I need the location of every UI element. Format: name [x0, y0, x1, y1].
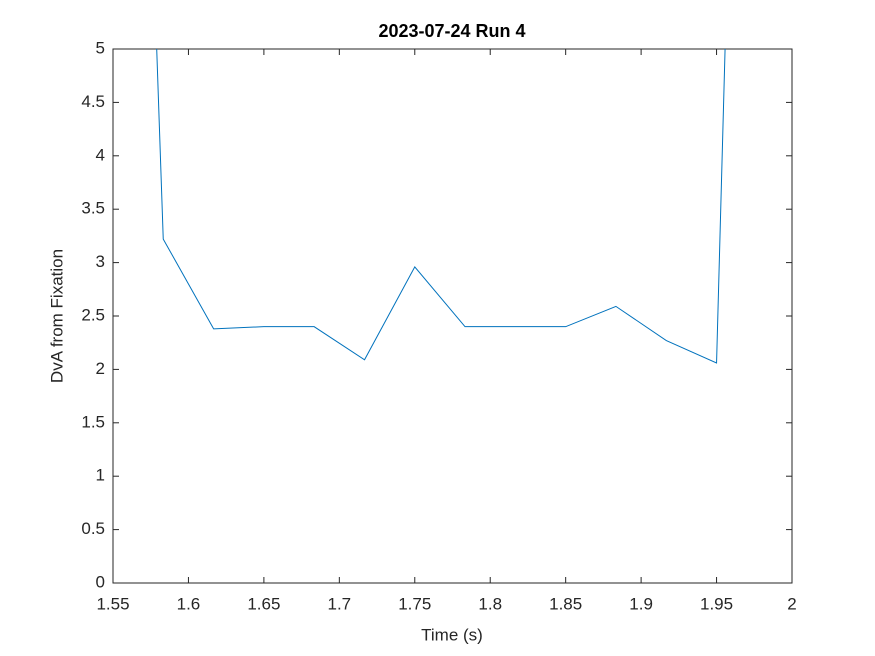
y-tick-label: 0.5	[81, 519, 105, 538]
y-tick-label: 5	[96, 38, 105, 57]
y-tick-label: 4.5	[81, 92, 105, 111]
y-tick-label: 1	[96, 466, 105, 485]
y-tick-label: 2	[96, 359, 105, 378]
x-axis-label: Time (s)	[421, 625, 483, 644]
y-tick-label: 3	[96, 252, 105, 271]
chart-title: 2023-07-24 Run 4	[378, 21, 525, 41]
data-line	[156, 49, 726, 364]
y-tick-label: 3.5	[81, 199, 105, 218]
y-tick-label: 4	[96, 145, 105, 164]
x-tick-label: 1.65	[247, 594, 280, 613]
x-tick-label: 1.8	[478, 594, 502, 613]
plot-area	[156, 49, 726, 364]
x-tick-label: 1.7	[328, 594, 352, 613]
y-tick-label: 1.5	[81, 412, 105, 431]
x-tick-label: 1.6	[177, 594, 201, 613]
x-tick-label: 1.85	[549, 594, 582, 613]
y-axis-label: DvA from Fixation	[47, 249, 66, 383]
x-tick-label: 1.95	[700, 594, 733, 613]
y-tick-label: 0	[96, 572, 105, 591]
y-tick-label: 2.5	[81, 305, 105, 324]
x-tick-label: 1.55	[96, 594, 129, 613]
axes-box	[112, 48, 793, 584]
x-tick-label: 2	[787, 594, 796, 613]
x-tick-label: 1.75	[398, 594, 431, 613]
x-tick-label: 1.9	[629, 594, 653, 613]
